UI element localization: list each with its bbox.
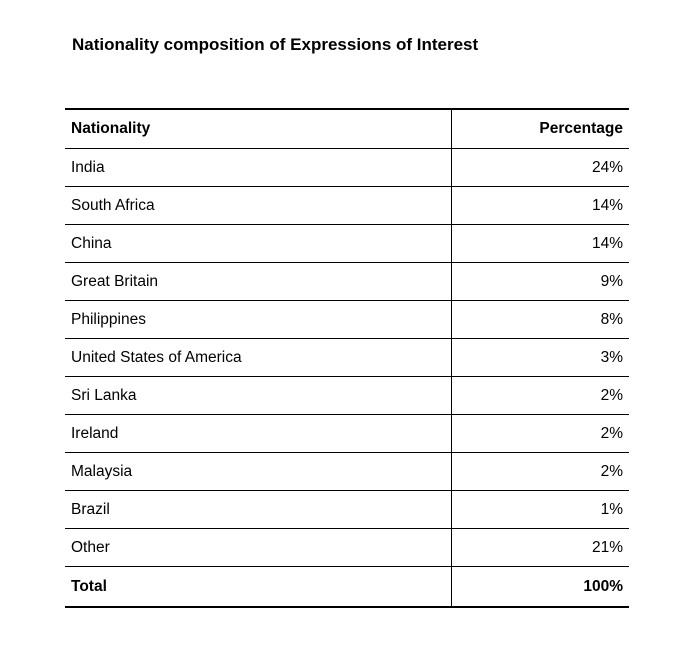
cell-percentage: 14% — [451, 186, 629, 225]
header-percentage: Percentage — [451, 108, 629, 149]
cell-percentage: 2% — [451, 414, 629, 453]
cell-nationality: China — [65, 224, 452, 263]
cell-nationality: South Africa — [65, 186, 452, 225]
cell-percentage: 8% — [451, 300, 629, 339]
cell-percentage: 2% — [451, 452, 629, 491]
cell-nationality: India — [65, 148, 452, 187]
table-total-row: Total 100% — [65, 566, 629, 608]
cell-percentage: 24% — [451, 148, 629, 187]
header-nationality: Nationality — [65, 108, 452, 149]
total-label: Total — [65, 566, 452, 608]
table-row: Great Britain 9% — [65, 262, 629, 301]
cell-percentage: 2% — [451, 376, 629, 415]
table-row: Ireland 2% — [65, 414, 629, 453]
cell-nationality: Brazil — [65, 490, 452, 529]
table-row: Other 21% — [65, 528, 629, 567]
cell-percentage: 3% — [451, 338, 629, 377]
nationality-table: Nationality Percentage India 24% South A… — [65, 108, 629, 608]
cell-percentage: 21% — [451, 528, 629, 567]
total-percentage: 100% — [451, 566, 629, 608]
cell-nationality: Malaysia — [65, 452, 452, 491]
table-row: Malaysia 2% — [65, 452, 629, 491]
cell-nationality: Sri Lanka — [65, 376, 452, 415]
cell-percentage: 14% — [451, 224, 629, 263]
cell-nationality: Great Britain — [65, 262, 452, 301]
table-row: India 24% — [65, 148, 629, 187]
table-row: Sri Lanka 2% — [65, 376, 629, 415]
cell-nationality: Other — [65, 528, 452, 567]
document-title: Nationality composition of Expressions o… — [72, 35, 479, 54]
cell-nationality: United States of America — [65, 338, 452, 377]
table-row: South Africa 14% — [65, 186, 629, 225]
table-header-row: Nationality Percentage — [65, 108, 629, 149]
cell-percentage: 1% — [451, 490, 629, 529]
cell-nationality: Ireland — [65, 414, 452, 453]
table-row: Brazil 1% — [65, 490, 629, 529]
table-row: Philippines 8% — [65, 300, 629, 339]
cell-nationality: Philippines — [65, 300, 452, 339]
table-row: United States of America 3% — [65, 338, 629, 377]
cell-percentage: 9% — [451, 262, 629, 301]
table-row: China 14% — [65, 224, 629, 263]
